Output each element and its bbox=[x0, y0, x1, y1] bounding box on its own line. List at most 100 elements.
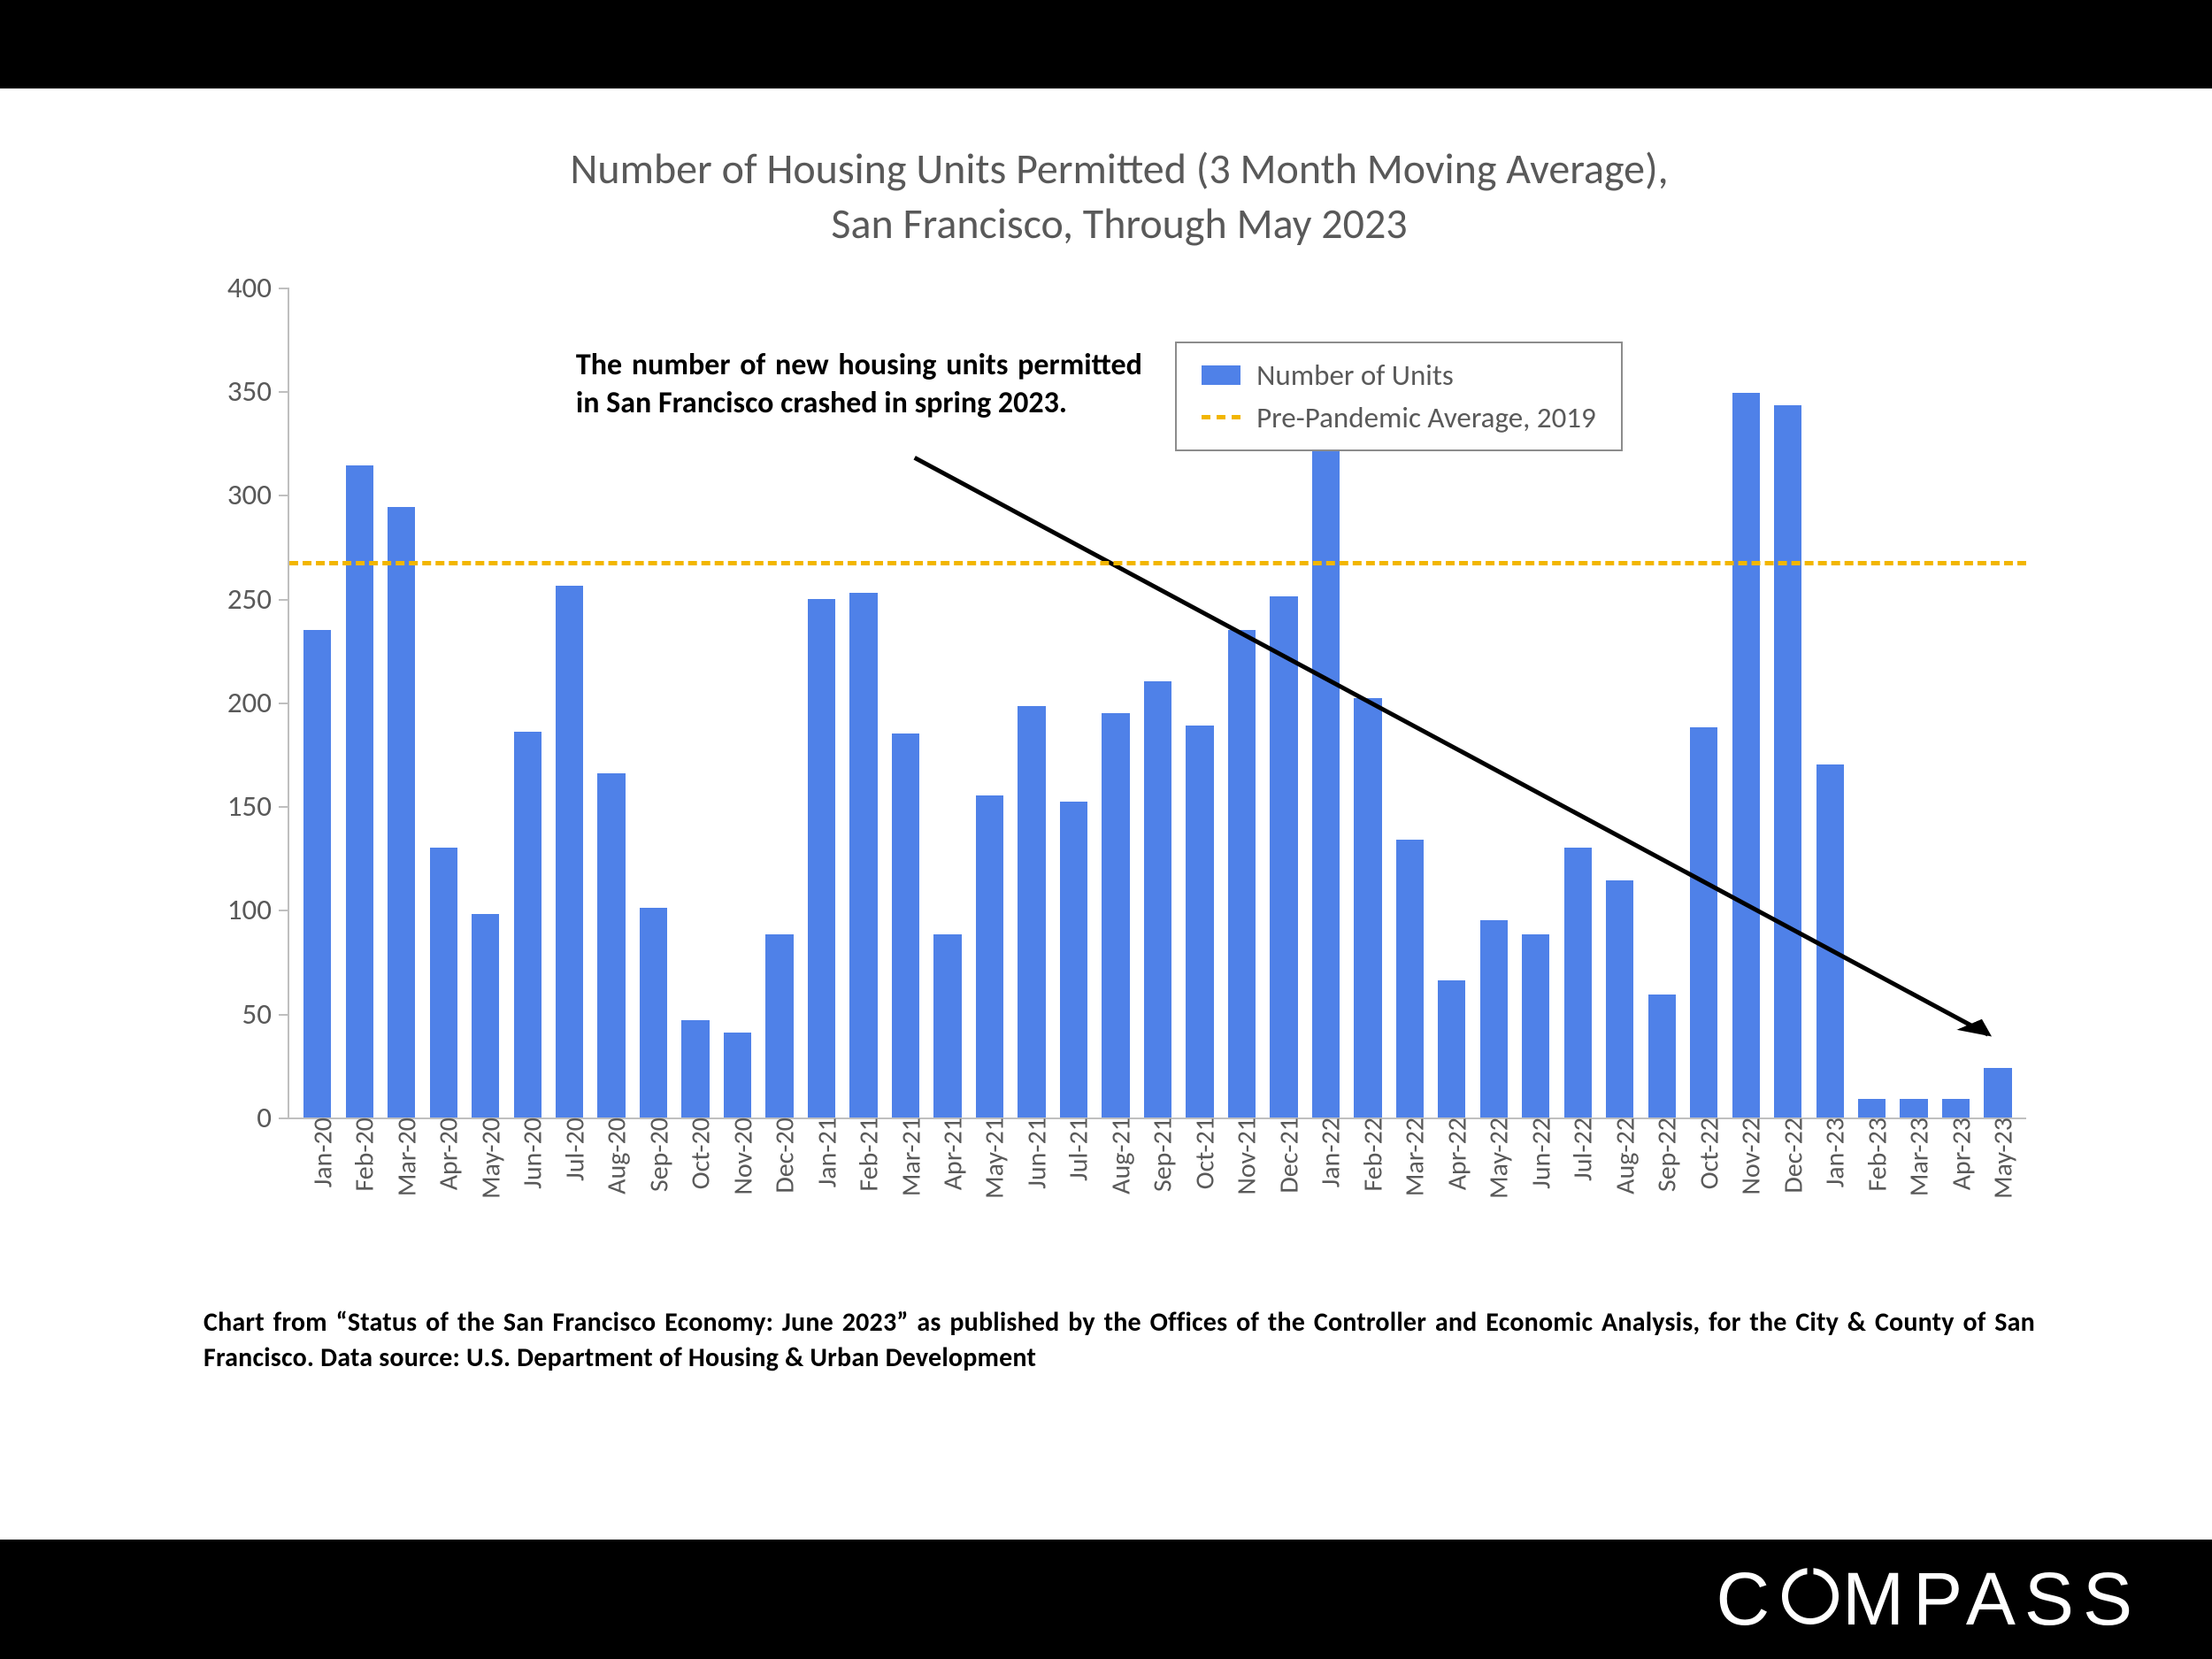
x-axis-label: Apr-23 bbox=[1934, 1118, 1978, 1190]
x-axis-label: Nov-21 bbox=[1220, 1118, 1263, 1195]
x-axis-label: Jan-21 bbox=[800, 1118, 843, 1187]
bar bbox=[556, 586, 583, 1117]
annotation-text: The number of new housing units permitte… bbox=[576, 347, 1142, 422]
x-axis-label: Dec-20 bbox=[758, 1118, 802, 1194]
bar bbox=[640, 908, 667, 1118]
bar bbox=[765, 934, 793, 1117]
y-axis-label: 0 bbox=[257, 1100, 289, 1135]
x-axis-label: Mar-23 bbox=[1893, 1118, 1936, 1196]
bar bbox=[1522, 934, 1549, 1117]
bar-slot: Oct-22 bbox=[1683, 288, 1724, 1118]
bar bbox=[1606, 880, 1633, 1117]
bar-slot: Apr-23 bbox=[1935, 288, 1977, 1118]
legend-row: Number of Units bbox=[1202, 354, 1596, 396]
x-axis-label: May-22 bbox=[1472, 1118, 1516, 1199]
y-axis-label: 250 bbox=[227, 581, 289, 617]
compass-o-icon bbox=[1782, 1568, 1839, 1624]
legend: Number of Units Pre-Pandemic Average, 201… bbox=[1175, 342, 1623, 451]
bar-slot: Dec-22 bbox=[1767, 288, 1809, 1118]
bar bbox=[1018, 706, 1045, 1117]
bar-slot: Sep-22 bbox=[1641, 288, 1683, 1118]
bar bbox=[681, 1020, 709, 1118]
x-axis-label: Nov-22 bbox=[1724, 1118, 1768, 1195]
bottom-black-band: CMPASS bbox=[0, 1540, 2212, 1659]
x-axis-label: May-23 bbox=[1977, 1118, 2020, 1199]
legend-bar-swatch bbox=[1202, 365, 1240, 385]
bar-slot: Nov-22 bbox=[1724, 288, 1766, 1118]
legend-row: Pre-Pandemic Average, 2019 bbox=[1202, 396, 1596, 439]
bar bbox=[892, 733, 919, 1118]
compass-logo: CMPASS bbox=[1716, 1556, 2141, 1642]
y-axis-label: 100 bbox=[227, 892, 289, 927]
x-axis-label: Sep-21 bbox=[1136, 1118, 1179, 1192]
legend-series-label: Number of Units bbox=[1256, 357, 1454, 393]
bar bbox=[1270, 596, 1297, 1118]
x-axis-label: Oct-20 bbox=[674, 1118, 718, 1189]
x-axis-label: May-21 bbox=[968, 1118, 1011, 1199]
bar bbox=[933, 934, 961, 1117]
bar bbox=[1396, 840, 1424, 1118]
bar bbox=[1060, 802, 1087, 1117]
y-axis-label: 200 bbox=[227, 685, 289, 720]
x-axis-label: Mar-22 bbox=[1388, 1118, 1432, 1196]
x-axis-label: Mar-20 bbox=[380, 1118, 423, 1196]
bar bbox=[1480, 920, 1508, 1118]
bar bbox=[303, 630, 331, 1118]
x-axis-label: Feb-20 bbox=[338, 1118, 381, 1192]
title-line-2: San Francisco, Through May 2023 bbox=[831, 197, 1407, 250]
x-axis-label: Oct-22 bbox=[1682, 1118, 1725, 1189]
bar-slot: Mar-20 bbox=[380, 288, 422, 1118]
x-axis-label: Jun-21 bbox=[1010, 1118, 1053, 1189]
x-axis-label: Jul-22 bbox=[1556, 1118, 1600, 1181]
bar-slot: May-20 bbox=[465, 288, 506, 1118]
x-axis-label: Feb-22 bbox=[1346, 1118, 1389, 1192]
y-axis-label: 50 bbox=[242, 996, 289, 1032]
x-axis-label: Apr-21 bbox=[926, 1118, 970, 1190]
y-axis-label: 400 bbox=[227, 270, 289, 305]
x-axis-label: Nov-20 bbox=[716, 1118, 759, 1195]
bar-slot: Feb-20 bbox=[338, 288, 380, 1118]
bar bbox=[1228, 630, 1256, 1118]
reference-line bbox=[289, 561, 2026, 565]
chart-caption: Chart from “Status of the San Francisco … bbox=[204, 1305, 2035, 1377]
bar bbox=[1354, 698, 1381, 1118]
y-axis-label: 150 bbox=[227, 788, 289, 824]
x-axis-label: May-20 bbox=[464, 1118, 507, 1199]
title-line-1: Number of Housing Units Permitted (3 Mon… bbox=[570, 142, 1668, 195]
x-axis-label: Feb-23 bbox=[1850, 1118, 1893, 1192]
bar bbox=[1312, 437, 1340, 1118]
x-axis-label: Sep-22 bbox=[1640, 1118, 1684, 1192]
bar bbox=[597, 773, 625, 1118]
legend-reference-label: Pre-Pandemic Average, 2019 bbox=[1256, 400, 1596, 435]
x-axis-label: Aug-21 bbox=[1094, 1118, 1137, 1194]
bar-slot: Jun-20 bbox=[506, 288, 548, 1118]
bar bbox=[1648, 995, 1676, 1117]
bar-slot: May-23 bbox=[1977, 288, 2018, 1118]
x-axis-label: Jun-20 bbox=[506, 1118, 549, 1189]
x-axis-label: Mar-21 bbox=[884, 1118, 927, 1196]
x-axis-label: Jan-22 bbox=[1304, 1118, 1348, 1187]
plot-area: Jan-20Feb-20Mar-20Apr-20May-20Jun-20Jul-… bbox=[288, 288, 2026, 1119]
bar-slot: Jan-23 bbox=[1809, 288, 1850, 1118]
chart-title: Number of Housing Units Permitted (3 Mon… bbox=[204, 142, 2035, 252]
bar bbox=[808, 599, 835, 1118]
x-axis-label: Jun-22 bbox=[1514, 1118, 1557, 1189]
top-black-band bbox=[0, 0, 2212, 88]
bar bbox=[976, 795, 1003, 1117]
bar bbox=[1438, 980, 1465, 1118]
bar bbox=[472, 914, 499, 1118]
bar-slot: Feb-23 bbox=[1851, 288, 1893, 1118]
bar bbox=[1984, 1068, 2011, 1118]
x-axis-label: Apr-22 bbox=[1430, 1118, 1473, 1190]
chart-container: Jan-20Feb-20Mar-20Apr-20May-20Jun-20Jul-… bbox=[204, 288, 2035, 1261]
bar bbox=[1942, 1099, 1970, 1118]
bar bbox=[1144, 681, 1171, 1117]
x-axis-label: Jul-20 bbox=[548, 1118, 591, 1181]
bar bbox=[1858, 1099, 1886, 1118]
bar bbox=[849, 593, 877, 1118]
x-axis-label: Dec-22 bbox=[1766, 1118, 1809, 1194]
y-axis-label: 350 bbox=[227, 373, 289, 409]
bar bbox=[1102, 713, 1129, 1118]
x-axis-label: Sep-20 bbox=[632, 1118, 675, 1192]
bar bbox=[1186, 726, 1213, 1118]
